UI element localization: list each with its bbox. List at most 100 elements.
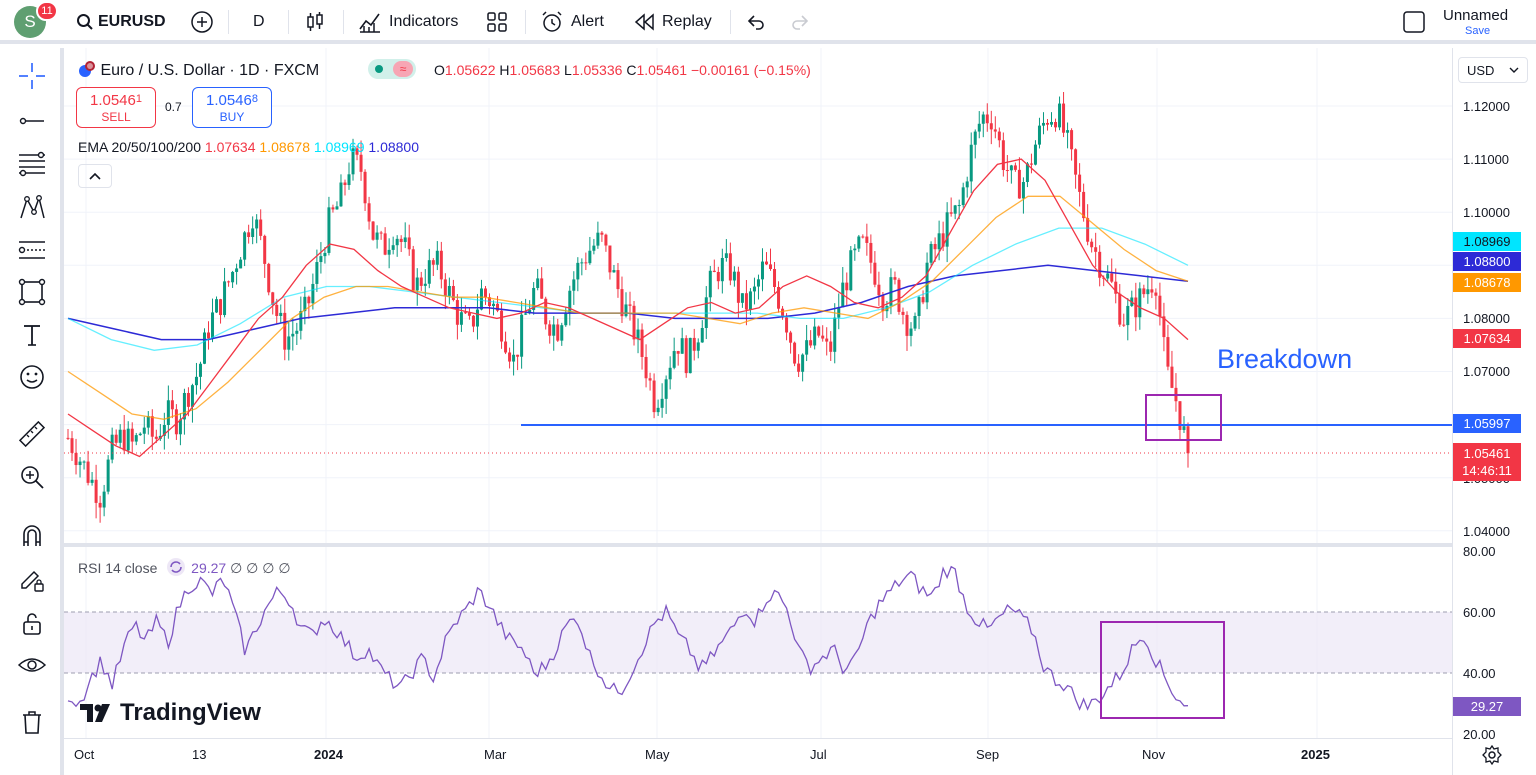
time-label: May <box>645 747 670 762</box>
candle-body <box>1166 337 1170 367</box>
candle-body <box>146 416 150 428</box>
prediction-tool[interactable] <box>14 232 50 268</box>
layouts-button[interactable] <box>486 0 508 44</box>
rsi-legend[interactable]: RSI 14 close 29.27 ∅ ∅ ∅ ∅ <box>78 557 291 577</box>
candle-body <box>451 286 455 301</box>
time-label: Mar <box>484 747 507 762</box>
text-icon <box>24 325 40 346</box>
crosshair-tool[interactable] <box>14 58 50 94</box>
candle-body <box>1106 273 1110 279</box>
layout-checkbox[interactable] <box>1403 0 1425 44</box>
candles-series <box>66 92 1190 523</box>
rsi-highlight-box[interactable] <box>1100 621 1225 719</box>
indicators-button[interactable]: Indicators <box>358 0 458 44</box>
candle-body <box>367 203 371 222</box>
remove-drawings-tool[interactable] <box>14 704 50 740</box>
icon-tool[interactable] <box>14 359 50 395</box>
compare-symbol-button[interactable] <box>190 0 214 44</box>
interval-button[interactable]: D <box>253 0 265 44</box>
alert-button[interactable]: Alert <box>540 0 604 44</box>
ruler-icon <box>18 420 46 448</box>
candle-body <box>1142 288 1146 295</box>
candle-body <box>961 187 965 206</box>
candle-body <box>1037 125 1041 145</box>
candle-body <box>459 312 463 325</box>
chart-pane[interactable]: Euro / U.S. Dollar · 1D · FXCM ≈ O1.0562… <box>64 48 1536 775</box>
candle-body <box>993 129 997 132</box>
layout-name[interactable]: Unnamed <box>1443 7 1509 24</box>
alarm-clock-icon <box>542 11 562 32</box>
candle-body <box>584 262 588 264</box>
time-axis[interactable]: Oct 13 2024 Mar May Jul Sep Nov 2025 <box>64 738 1452 775</box>
candle-body <box>568 290 572 313</box>
replay-button[interactable]: Replay <box>634 0 712 44</box>
candle-body <box>648 378 652 381</box>
candle-body <box>1074 149 1078 175</box>
candle-body <box>889 277 893 306</box>
breakdown-highlight-box[interactable] <box>1145 394 1222 441</box>
symbol-search-button[interactable]: EURUSD <box>76 0 166 44</box>
candle-body <box>335 206 339 210</box>
measure-tool[interactable] <box>14 416 50 452</box>
candle-body <box>1154 292 1158 296</box>
price-chart-canvas[interactable] <box>64 48 1452 738</box>
candle-body <box>532 287 536 310</box>
sell-button[interactable]: 1.05461 SELL <box>76 87 156 128</box>
market-status-pill[interactable]: ≈ <box>368 59 416 79</box>
redo-button[interactable] <box>790 0 810 44</box>
candle-body <box>1150 289 1154 293</box>
candle-body <box>664 379 668 399</box>
candle-body <box>1070 130 1074 150</box>
breakdown-label[interactable]: Breakdown <box>1217 344 1353 374</box>
candle-body <box>138 433 142 436</box>
high-value: 1.05683 <box>509 62 561 78</box>
candle-body <box>447 286 451 296</box>
candle-body <box>596 232 600 246</box>
symbol-legend[interactable]: Euro / U.S. Dollar · 1D · FXCM <box>78 60 319 80</box>
magnet-tool[interactable] <box>14 518 50 554</box>
tradingview-logo[interactable]: TradingView <box>80 699 261 727</box>
candle-body <box>600 232 604 235</box>
candle-body <box>170 400 174 410</box>
stay-in-drawing-tool[interactable] <box>14 562 50 598</box>
zoom-tool[interactable] <box>14 459 50 495</box>
shape-tool[interactable] <box>14 274 50 310</box>
candle-body <box>933 243 937 250</box>
smiley-icon <box>20 365 44 389</box>
ema-legend[interactable]: EMA 20/50/100/200 1.07634 1.08678 1.0896… <box>78 139 419 155</box>
trend-line-tool[interactable] <box>14 103 50 139</box>
candle-body <box>756 279 760 287</box>
lock-drawings-tool[interactable] <box>14 605 50 641</box>
pattern-tool[interactable] <box>14 190 50 226</box>
candle-body <box>479 288 483 310</box>
candle-body <box>801 354 805 372</box>
candle-body <box>857 236 861 249</box>
candle-body <box>712 270 716 272</box>
currency-select[interactable]: USD <box>1458 57 1528 83</box>
buy-button[interactable]: 1.05468 BUY <box>192 87 272 128</box>
notification-badge[interactable]: 11 <box>36 1 58 21</box>
time-label: 2025 <box>1301 747 1330 762</box>
chart-type-button[interactable] <box>304 0 326 44</box>
symbol-title: Euro / U.S. Dollar · 1D · FXCM <box>100 62 320 79</box>
price-axis[interactable]: USD 1.12000 1.11000 1.10000 1.08000 1.07… <box>1452 48 1536 775</box>
candle-body <box>504 341 508 353</box>
chart-settings-button[interactable] <box>1482 744 1502 770</box>
fib-tool[interactable] <box>14 146 50 182</box>
candle-body <box>520 314 524 357</box>
hide-drawings-tool[interactable] <box>14 647 50 683</box>
candle-body <box>1114 281 1118 294</box>
save-button[interactable]: Save <box>1465 25 1491 37</box>
collapse-legend-button[interactable] <box>78 164 112 188</box>
candle-body <box>624 304 628 317</box>
undo-button[interactable] <box>746 0 766 44</box>
candle-body <box>1001 140 1005 171</box>
drawing-toolbar <box>0 48 64 775</box>
candle-body <box>865 236 869 243</box>
change-value: −0.00161 (−0.15%) <box>690 62 811 78</box>
rectangle-icon <box>18 278 46 306</box>
candle-body <box>247 232 251 237</box>
candle-body <box>1054 121 1058 128</box>
text-tool[interactable] <box>14 317 50 353</box>
candle-body <box>881 295 885 312</box>
